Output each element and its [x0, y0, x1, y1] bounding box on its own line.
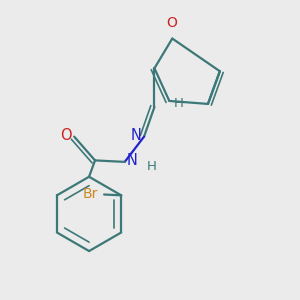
- Text: N: N: [127, 153, 138, 168]
- Text: H: H: [147, 160, 157, 173]
- Text: O: O: [60, 128, 72, 142]
- Text: Br: Br: [82, 187, 98, 201]
- Text: H: H: [174, 98, 184, 110]
- Text: O: O: [166, 16, 177, 30]
- Text: N: N: [130, 128, 141, 142]
